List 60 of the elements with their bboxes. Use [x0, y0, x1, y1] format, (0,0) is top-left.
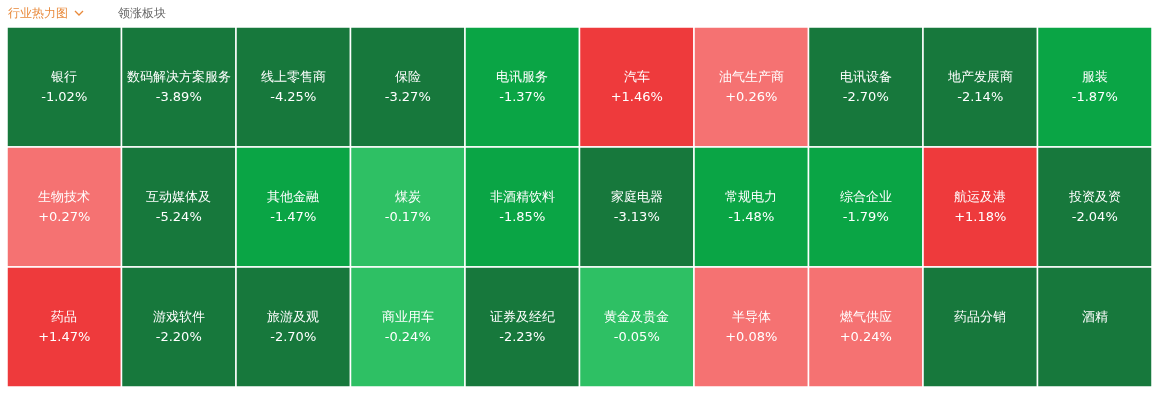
data-label: -0.24% [384, 329, 431, 344]
data-label: -1.37% [499, 89, 546, 104]
category-label: 电讯设备 [839, 69, 892, 84]
category-label: 药品 [51, 309, 78, 324]
category-label: 油气生产商 [718, 69, 784, 84]
text: 行业热力图 [8, 4, 68, 22]
category-label: 证券及经纪 [489, 309, 555, 324]
data-label: -1.85% [499, 209, 546, 224]
data-label: -4.25% [270, 89, 317, 104]
category-label: 旅游及观 [267, 309, 320, 324]
data-label: -3.13% [613, 209, 660, 224]
data-label: -2.70% [842, 89, 889, 104]
category-label: 其他金融 [267, 189, 320, 204]
data-label: -1.79% [842, 209, 889, 224]
data-label: +0.27% [38, 209, 91, 224]
data-label: -5.24% [155, 209, 202, 224]
category-label: 半导体 [731, 309, 771, 324]
category-label: 综合企业 [839, 189, 892, 204]
data-label: -3.27% [384, 89, 431, 104]
category-label: 家庭电器 [610, 189, 663, 204]
data-label: +1.47% [38, 329, 91, 344]
data-label: -3.89% [155, 89, 202, 104]
category-label: 服装 [1081, 69, 1108, 84]
category-label: 常规电力 [725, 189, 778, 204]
category-label: 生物技术 [38, 189, 91, 204]
data-label: +1.18% [954, 209, 1007, 224]
data-label: -2.04% [1071, 209, 1118, 224]
category-label: 非酒精饮料 [489, 189, 555, 204]
data-label: +0.08% [725, 329, 778, 344]
data-label: -2.14% [957, 89, 1004, 104]
data-label: +1.46% [610, 89, 663, 104]
data-label: -1.48% [728, 209, 775, 224]
category-label: 煤炭 [394, 189, 421, 204]
category-label: 酒精 [1081, 309, 1108, 324]
data-label: -2.23% [499, 329, 546, 344]
category-label: 银行 [50, 69, 78, 84]
category-label: 航运及港 [954, 189, 1007, 204]
data-label: -2.70% [270, 329, 317, 344]
data-label: -2.20% [155, 329, 202, 344]
data-label: +0.24% [839, 329, 892, 344]
category-label: 燃气供应 [839, 309, 892, 324]
category-label: 线上零售商 [260, 69, 326, 84]
data-label: -1.02% [41, 89, 88, 104]
category-label: 药品分销 [954, 309, 1007, 324]
category-label: 数码解决方案服务 [126, 69, 231, 84]
data-label: +0.26% [725, 89, 778, 104]
category-label: 汽车 [623, 69, 650, 84]
category-label: 保险 [394, 69, 421, 84]
category-label: 商业用车 [381, 309, 434, 324]
category-label: 互动媒体及 [146, 189, 212, 204]
category-label: 投资及资 [1067, 189, 1121, 204]
text: 领涨板块 [118, 4, 166, 22]
category-label: 游戏软件 [152, 309, 205, 324]
data-label: -0.05% [613, 329, 660, 344]
category-label: 电讯服务 [496, 69, 549, 84]
data-label: -1.47% [270, 209, 317, 224]
category-label: 黄金及贵金 [604, 309, 670, 324]
data-label: -1.87% [1071, 89, 1118, 104]
data-label: -0.17% [384, 209, 431, 224]
category-label: 地产发展商 [946, 69, 1013, 84]
